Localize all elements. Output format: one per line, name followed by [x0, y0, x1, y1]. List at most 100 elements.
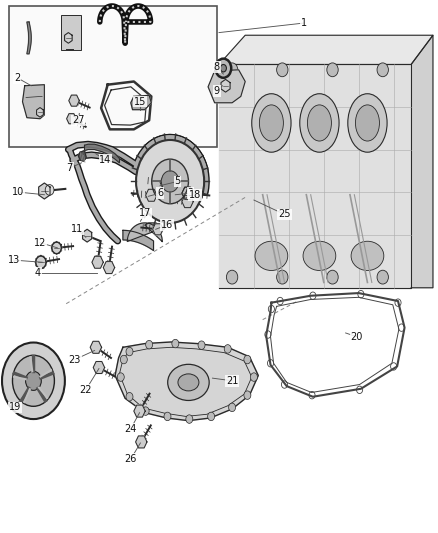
Circle shape: [152, 159, 188, 204]
Polygon shape: [85, 144, 120, 163]
Ellipse shape: [348, 94, 387, 152]
Circle shape: [226, 270, 238, 284]
Text: 20: 20: [350, 332, 363, 342]
Circle shape: [220, 64, 226, 72]
Ellipse shape: [307, 105, 332, 141]
Text: 17: 17: [138, 208, 151, 219]
Circle shape: [12, 356, 54, 406]
Polygon shape: [22, 85, 44, 119]
Text: 25: 25: [278, 209, 291, 220]
Circle shape: [161, 171, 179, 192]
Polygon shape: [37, 108, 43, 117]
Text: 3: 3: [187, 188, 194, 198]
Polygon shape: [146, 189, 157, 201]
Polygon shape: [69, 95, 79, 106]
Circle shape: [25, 371, 41, 390]
Text: 2: 2: [14, 73, 21, 83]
Circle shape: [120, 356, 127, 364]
Circle shape: [377, 270, 389, 284]
FancyBboxPatch shape: [10, 6, 217, 147]
Circle shape: [327, 63, 338, 77]
Polygon shape: [208, 70, 245, 103]
Ellipse shape: [300, 94, 339, 152]
Circle shape: [251, 373, 258, 381]
Text: 14: 14: [99, 155, 112, 165]
FancyBboxPatch shape: [60, 15, 81, 50]
Circle shape: [164, 412, 171, 421]
Circle shape: [208, 412, 215, 421]
Polygon shape: [64, 33, 72, 43]
Text: 19: 19: [9, 402, 21, 413]
Circle shape: [377, 63, 389, 77]
Polygon shape: [35, 256, 46, 268]
Circle shape: [224, 345, 231, 353]
Circle shape: [136, 140, 204, 223]
Polygon shape: [78, 151, 86, 161]
Ellipse shape: [259, 105, 283, 141]
Circle shape: [198, 341, 205, 350]
Circle shape: [327, 270, 338, 284]
Polygon shape: [160, 176, 171, 189]
Circle shape: [126, 348, 133, 356]
Circle shape: [215, 59, 231, 78]
Text: 6: 6: [157, 188, 163, 198]
Text: 26: 26: [125, 454, 137, 464]
Circle shape: [146, 341, 152, 349]
Circle shape: [277, 270, 288, 284]
Circle shape: [226, 63, 238, 77]
Polygon shape: [219, 35, 433, 64]
Polygon shape: [152, 224, 163, 235]
Circle shape: [142, 407, 149, 415]
Ellipse shape: [255, 241, 288, 270]
Polygon shape: [39, 183, 50, 199]
Ellipse shape: [303, 241, 336, 270]
Ellipse shape: [252, 94, 291, 152]
Text: 21: 21: [226, 376, 238, 386]
Text: 8: 8: [214, 62, 220, 72]
Polygon shape: [136, 436, 147, 448]
Circle shape: [277, 63, 288, 77]
Ellipse shape: [178, 374, 199, 391]
Circle shape: [244, 391, 251, 399]
Text: 27: 27: [72, 115, 85, 125]
Polygon shape: [83, 229, 92, 242]
Polygon shape: [123, 230, 153, 251]
Polygon shape: [182, 187, 193, 199]
Polygon shape: [411, 35, 433, 288]
Text: 15: 15: [134, 96, 147, 107]
Polygon shape: [36, 255, 46, 269]
Polygon shape: [221, 79, 230, 92]
Polygon shape: [52, 241, 61, 254]
Polygon shape: [115, 342, 258, 421]
Circle shape: [117, 373, 124, 381]
Circle shape: [126, 392, 133, 401]
Circle shape: [172, 340, 179, 348]
Polygon shape: [182, 196, 193, 208]
Polygon shape: [27, 22, 31, 54]
Text: 22: 22: [80, 385, 92, 395]
Polygon shape: [103, 262, 115, 273]
Circle shape: [45, 184, 54, 195]
Text: 23: 23: [69, 354, 81, 365]
Polygon shape: [134, 405, 145, 417]
Text: 11: 11: [71, 224, 83, 235]
Ellipse shape: [351, 241, 384, 270]
Ellipse shape: [168, 365, 209, 400]
Text: 12: 12: [34, 238, 46, 247]
Text: 9: 9: [214, 86, 220, 96]
Polygon shape: [51, 243, 62, 253]
Text: 24: 24: [125, 424, 137, 434]
Text: 7: 7: [67, 163, 73, 173]
Text: 16: 16: [160, 220, 173, 230]
Text: 10: 10: [12, 187, 24, 197]
Circle shape: [2, 343, 65, 419]
Polygon shape: [92, 256, 103, 268]
Circle shape: [186, 415, 193, 423]
Polygon shape: [93, 361, 105, 374]
Text: 4: 4: [35, 268, 41, 278]
Circle shape: [229, 403, 236, 411]
Text: 1: 1: [301, 18, 307, 28]
Circle shape: [244, 356, 251, 364]
Polygon shape: [131, 95, 151, 110]
Polygon shape: [219, 64, 411, 288]
